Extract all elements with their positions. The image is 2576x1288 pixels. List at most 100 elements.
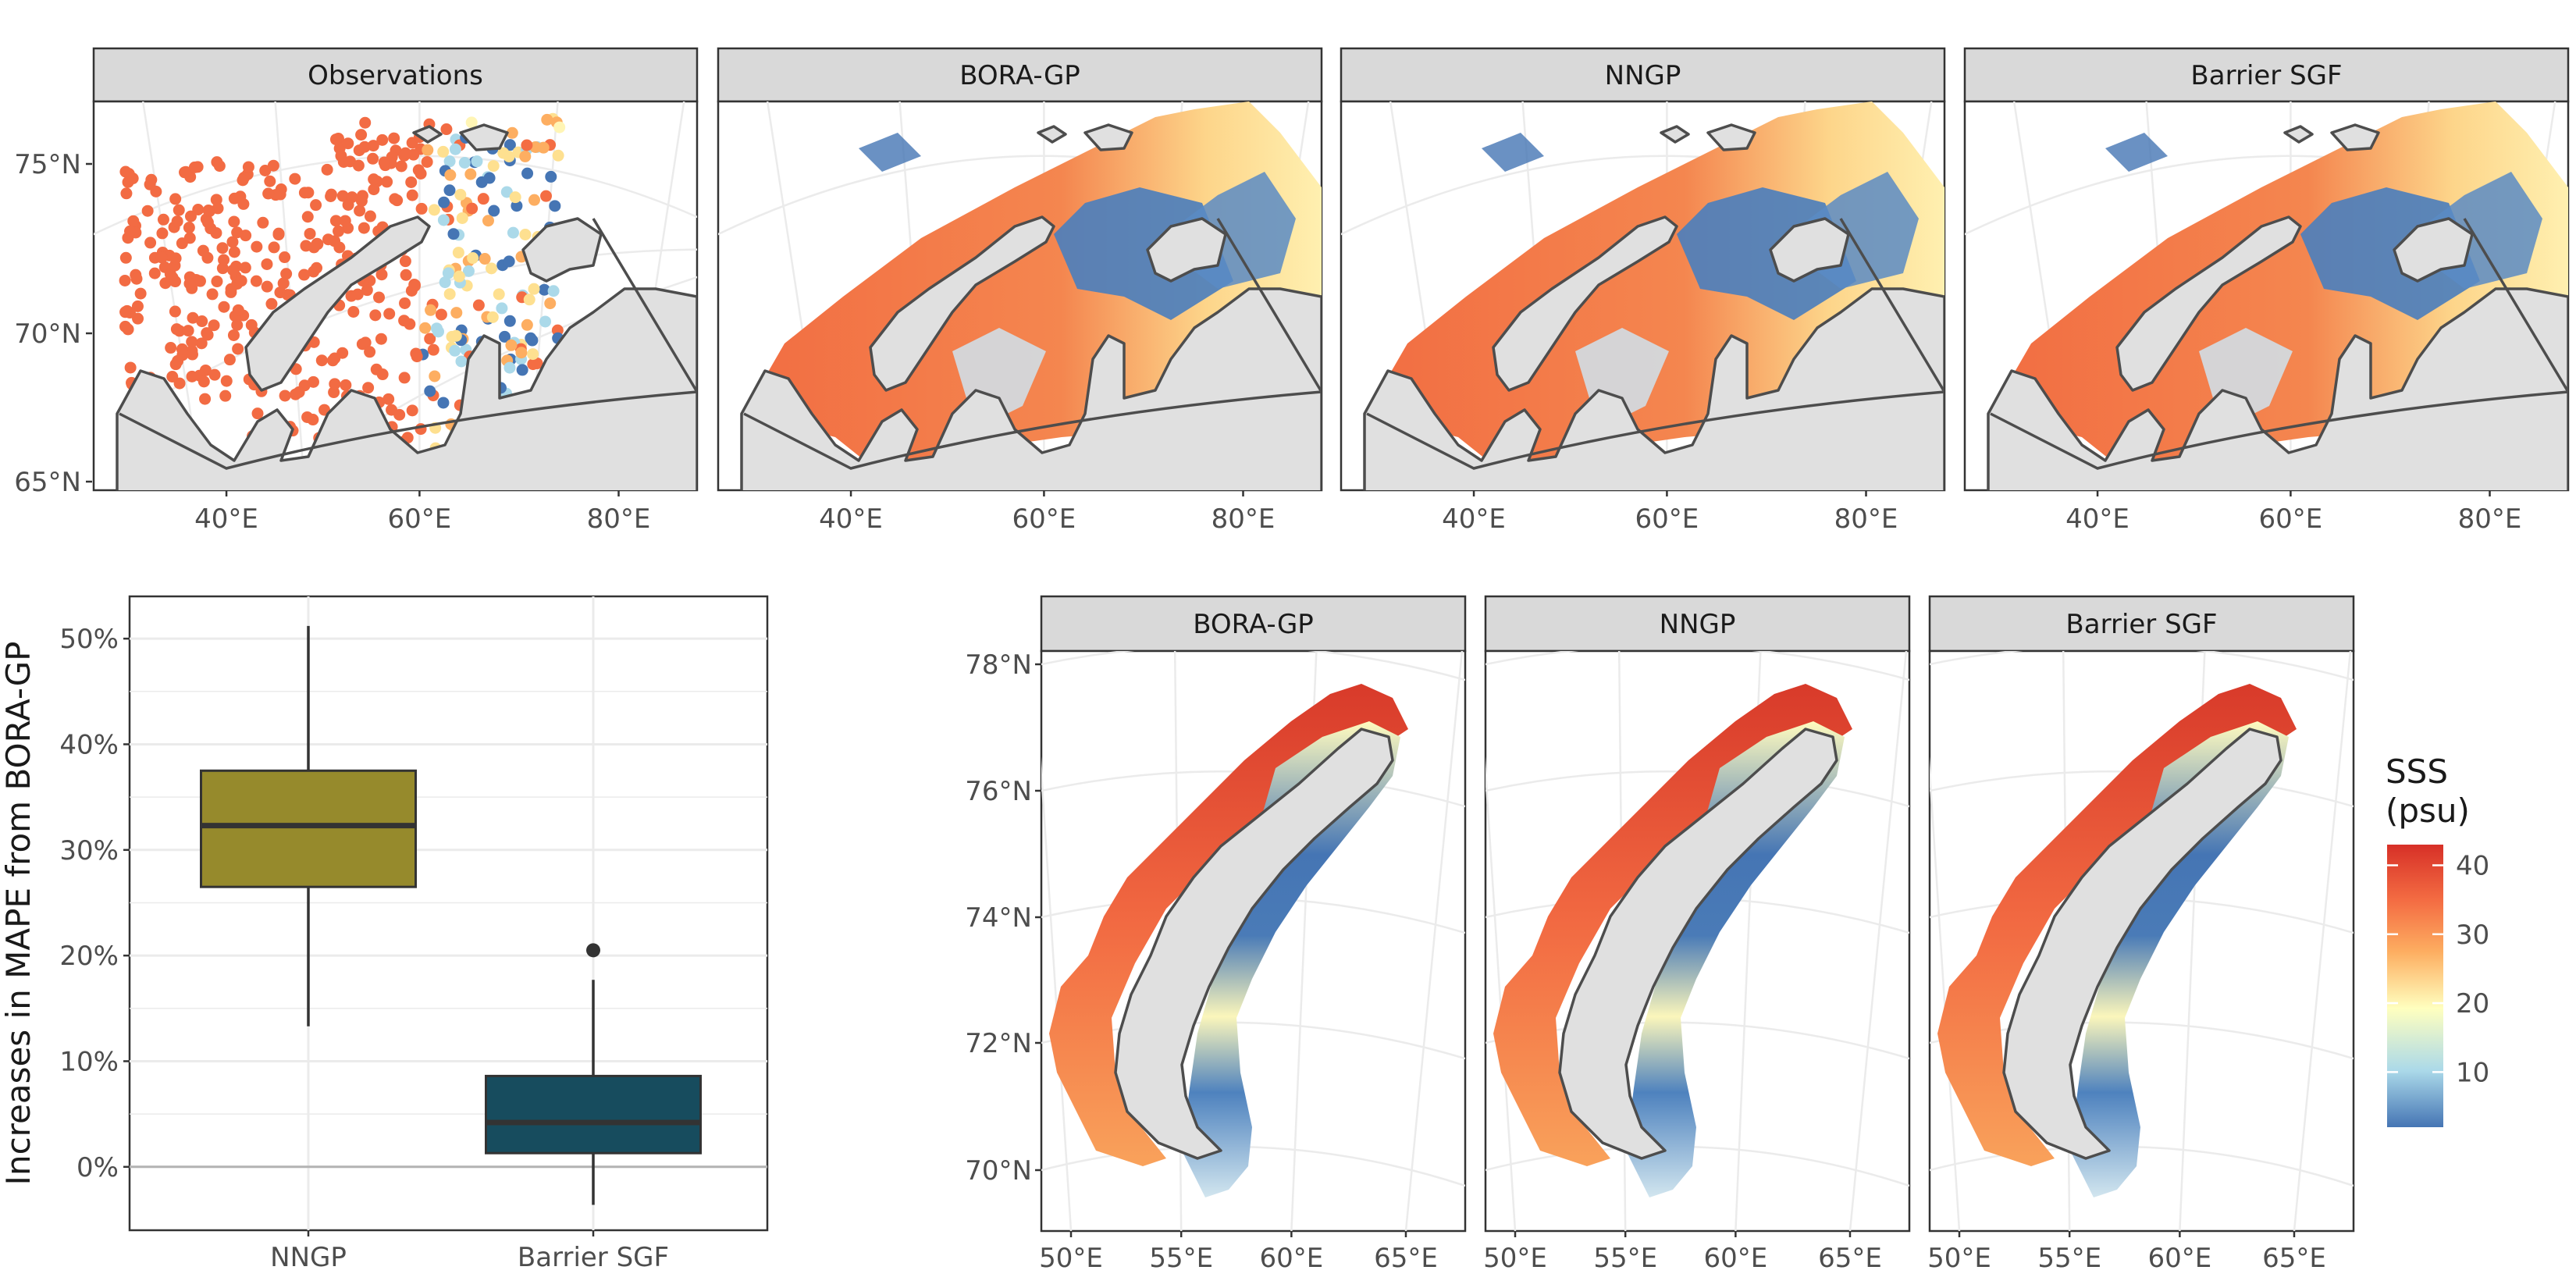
panel-strip-label: BORA-GP <box>1193 609 1314 640</box>
panel-strip-label: Barrier SGF <box>2190 60 2342 91</box>
top-y-tick-label: 65°N <box>14 467 81 498</box>
top-y-tick-label: 70°N <box>14 318 81 350</box>
observation-point <box>144 237 157 249</box>
observation-point <box>422 144 434 156</box>
observation-point <box>375 269 388 281</box>
novaya-zemlya <box>2115 215 2302 392</box>
panel-strip <box>1928 595 2355 653</box>
observation-point <box>301 211 314 223</box>
graticule-parallel <box>1930 1145 2354 1187</box>
observation-point <box>195 337 208 350</box>
peninsula <box>1146 217 1227 283</box>
observation-point <box>242 161 254 173</box>
observation-point <box>265 297 278 310</box>
observation-point <box>183 222 195 234</box>
observation-point <box>329 378 341 390</box>
panel-content <box>1485 651 1909 1231</box>
boxplot-x-axis: NNGP Barrier SGF <box>270 1230 669 1273</box>
observation-point <box>521 318 533 331</box>
y-tick-label: 20% <box>59 941 119 972</box>
mainland <box>116 287 697 490</box>
graticule-meridian <box>1485 756 1517 1231</box>
observation-point <box>447 228 460 240</box>
observation-point <box>208 368 221 381</box>
observation-point <box>220 375 233 387</box>
x-tick-label: 50°E <box>1927 1243 1991 1274</box>
observation-point <box>500 186 513 198</box>
panel-content <box>94 101 697 490</box>
observation-point <box>367 152 379 165</box>
bottom-row-maps: BORA-GP 50°E 55°E 60°E 65°E NNGP 50°E 55°E 60°E 6… <box>1039 595 2355 1274</box>
sss-field-east <box>2070 721 2289 1197</box>
legend-tick-label: 40 <box>2456 850 2489 881</box>
novaya-zemlya-island <box>2002 728 2282 1160</box>
observation-point <box>553 121 566 133</box>
x-tick-label: 80°E <box>587 503 651 535</box>
y-tick-label: 40% <box>59 729 119 760</box>
top-y-axis: 75°N 70°N 65°N <box>14 149 81 498</box>
observation-point <box>442 267 454 279</box>
observation-point <box>359 116 372 129</box>
x-tick-label: 60°E <box>1635 503 1699 535</box>
top-row-maps: Observations 40°E 60°E 80°E BORA-GP 40°E 60°E 8… <box>92 47 2570 535</box>
observation-point <box>386 404 398 416</box>
observation-point <box>424 385 436 397</box>
observation-point <box>509 191 521 204</box>
boxplot-boxes <box>200 625 702 1205</box>
observation-point <box>467 252 479 265</box>
x-tick-label: 80°E <box>1212 503 1276 535</box>
observation-point <box>519 150 532 162</box>
observation-point <box>144 178 156 190</box>
panel-strip <box>92 47 699 103</box>
legend-title-line1: SSS <box>2386 753 2448 791</box>
observation-point <box>298 269 311 281</box>
top-y-ticks <box>86 162 92 483</box>
x-tick-label: 50°E <box>1483 1243 1547 1274</box>
observation-point <box>406 404 418 417</box>
observation-point <box>398 372 411 384</box>
observation-point <box>398 315 411 327</box>
observation-point <box>119 274 131 286</box>
graticule-meridian <box>2293 651 2352 1231</box>
observation-point <box>333 241 346 254</box>
observation-point <box>537 141 550 154</box>
panel-strip-label: BORA-GP <box>959 60 1080 91</box>
observation-point <box>437 145 450 158</box>
observation-point <box>443 155 456 168</box>
bottom-y-ticks <box>1035 663 1041 1172</box>
observation-point <box>477 193 489 205</box>
observation-point <box>545 170 557 183</box>
graticule-parallel <box>1485 1145 1909 1187</box>
observation-point <box>239 262 251 274</box>
observation-point <box>415 167 427 180</box>
x-tick-label: 65°E <box>1818 1243 1882 1274</box>
observation-point <box>227 329 240 341</box>
x-tick-label: 65°E <box>1374 1243 1438 1274</box>
observation-point <box>264 175 276 187</box>
bottom-map-panel: BORA-GP 50°E 55°E 60°E 65°E <box>1039 595 1467 1274</box>
observation-point <box>329 215 342 227</box>
observation-point <box>437 214 450 226</box>
observation-point <box>227 264 240 276</box>
domain-boundary <box>1839 218 1944 393</box>
panel-strip-label: NNGP <box>1605 60 1681 91</box>
franz-josef-land <box>459 123 509 151</box>
box-nngp <box>200 625 417 1026</box>
observation-point <box>226 236 239 248</box>
observation-point <box>210 194 222 206</box>
sss-legend: SSS (psu) 10 20 30 40 <box>2386 753 2489 1127</box>
x-tick-label: 60°E <box>1012 503 1076 535</box>
land <box>1987 123 2568 490</box>
observation-point <box>488 205 500 217</box>
observation-point <box>157 213 169 226</box>
observation-point <box>399 297 411 309</box>
observation-point <box>443 184 456 197</box>
panel-content <box>1341 101 1944 490</box>
observation-point <box>211 276 223 288</box>
observation-point <box>456 212 468 224</box>
observation-point <box>333 225 345 237</box>
x-tick-label: 60°E <box>388 503 452 535</box>
novaya-zemlya <box>869 215 1055 392</box>
observation-point <box>439 276 451 289</box>
